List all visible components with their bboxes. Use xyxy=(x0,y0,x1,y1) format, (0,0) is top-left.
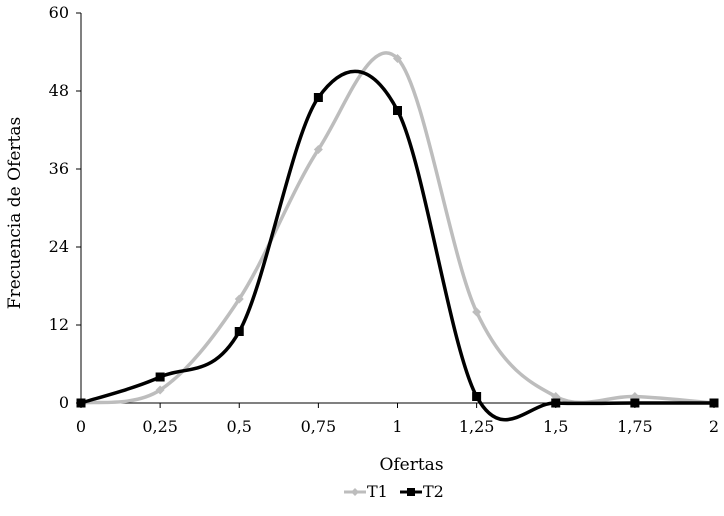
legend-label-t1: T1 xyxy=(367,482,388,501)
x-axis-title: Ofertas xyxy=(379,455,443,475)
axes xyxy=(80,13,714,404)
y-tick-label: 0 xyxy=(59,393,69,412)
x-tick-label: 2 xyxy=(709,417,719,436)
data-point-t2 xyxy=(472,392,482,401)
data-point-t2 xyxy=(630,398,640,408)
legend-marker-t2 xyxy=(407,488,415,496)
series-t2 xyxy=(76,69,719,422)
data-point-t1 xyxy=(234,294,244,304)
data-point-t2 xyxy=(313,93,323,102)
legend: T1 T2 xyxy=(344,482,444,501)
y-tick-label: 48 xyxy=(49,81,69,100)
x-tick-label: 1,5 xyxy=(543,417,568,436)
legend-item-t2: T2 xyxy=(400,482,444,501)
legend-item-t1: T1 xyxy=(344,482,388,501)
x-tick-label: 1 xyxy=(392,417,402,436)
legend-label-t2: T2 xyxy=(423,482,444,501)
y-tick-label: 36 xyxy=(49,159,69,178)
data-point-t2 xyxy=(551,398,561,408)
data-point-t2 xyxy=(76,398,86,408)
x-tick-label: 0,25 xyxy=(142,417,178,436)
y-tick-label: 60 xyxy=(49,3,69,22)
data-point-t2 xyxy=(709,398,719,408)
series-lines xyxy=(76,51,719,422)
data-point-t1 xyxy=(313,145,323,154)
data-point-t2 xyxy=(234,327,244,336)
data-point-t1 xyxy=(393,54,402,63)
data-point-t2 xyxy=(393,106,402,115)
series-line-t2 xyxy=(79,69,716,422)
x-tick-label: 0,5 xyxy=(227,417,252,436)
y-ticks: 0 12 24 36 48 60 xyxy=(49,3,81,412)
x-tick-label: 0 xyxy=(76,417,86,436)
legend-marker-t1 xyxy=(351,488,359,496)
y-axis-title: Frecuencia de Ofertas xyxy=(5,117,25,309)
data-point-t1 xyxy=(155,385,165,395)
y-tick-label: 12 xyxy=(49,315,69,334)
data-point-t2 xyxy=(155,372,165,382)
y-tick-label: 24 xyxy=(49,237,69,256)
series-line-t1 xyxy=(79,51,716,405)
data-point-t1 xyxy=(472,307,482,317)
x-tick-label: 1,75 xyxy=(617,417,653,436)
x-tick-label: 0,75 xyxy=(301,417,337,436)
x-ticks: 0 0,25 0,5 0,75 1 1,25 1,5 1,75 2 xyxy=(76,403,719,436)
x-tick-label: 1,25 xyxy=(459,417,495,436)
